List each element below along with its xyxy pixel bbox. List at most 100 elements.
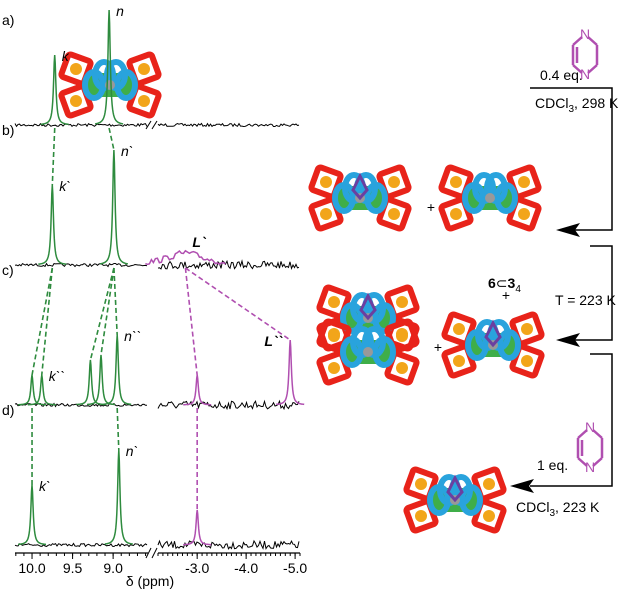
peak-label: k` bbox=[39, 478, 51, 494]
metal bbox=[320, 208, 332, 220]
metal bbox=[138, 95, 150, 107]
connector bbox=[113, 267, 118, 336]
peak-label: L`` bbox=[264, 333, 283, 349]
metal bbox=[70, 95, 82, 107]
baseline-noise bbox=[14, 122, 148, 128]
ring bbox=[362, 326, 386, 358]
plus: + bbox=[427, 199, 435, 215]
arrowhead bbox=[510, 479, 534, 493]
metal bbox=[518, 208, 530, 220]
metal bbox=[521, 355, 533, 367]
peak bbox=[103, 334, 132, 406]
connector bbox=[108, 127, 115, 151]
tick-label: -5.0 bbox=[283, 560, 307, 576]
arrowhead bbox=[556, 333, 580, 347]
axis-break bbox=[145, 120, 152, 130]
connector bbox=[31, 267, 54, 376]
center bbox=[363, 347, 373, 357]
peak-label: k`` bbox=[49, 368, 65, 384]
metal bbox=[328, 362, 340, 374]
metal bbox=[518, 176, 530, 188]
molecule bbox=[308, 164, 412, 232]
ring bbox=[472, 172, 496, 204]
tick-label: 10.0 bbox=[18, 560, 45, 576]
ring bbox=[362, 292, 386, 324]
connector bbox=[40, 267, 54, 376]
connector bbox=[100, 267, 115, 356]
metal bbox=[138, 63, 150, 75]
scheme: 0.4 eq. CDCl3, 298 K T = 223 K 1 eq. CDC… bbox=[58, 26, 619, 534]
ring bbox=[350, 292, 374, 324]
baseline-noise bbox=[157, 399, 300, 411]
metal bbox=[415, 478, 427, 490]
metal bbox=[521, 323, 533, 335]
peak-label: k bbox=[62, 48, 70, 64]
metal bbox=[453, 355, 465, 367]
axis-label: δ (ppm) bbox=[126, 573, 174, 589]
conditions: CDCl3, 298 K bbox=[535, 95, 619, 115]
peak bbox=[104, 449, 133, 545]
ring bbox=[484, 172, 508, 204]
arrow-line bbox=[575, 87, 613, 231]
reagent: 1 eq. bbox=[537, 457, 568, 473]
peak-label: n` bbox=[121, 143, 133, 159]
panel-label: c) bbox=[2, 262, 14, 278]
baseline-noise bbox=[157, 122, 300, 128]
guest bbox=[484, 319, 502, 348]
peak bbox=[183, 509, 212, 546]
peak-label: k` bbox=[59, 178, 71, 194]
peak bbox=[76, 359, 105, 406]
peak bbox=[18, 374, 46, 406]
tick-label: 9.0 bbox=[103, 560, 123, 576]
molecule bbox=[403, 466, 507, 534]
baseline-noise bbox=[14, 262, 148, 268]
tick-label: -3.0 bbox=[185, 560, 209, 576]
axis-break bbox=[151, 120, 158, 130]
ring bbox=[92, 59, 116, 91]
peak-label: L` bbox=[192, 234, 207, 250]
ring bbox=[487, 319, 511, 351]
metal bbox=[396, 362, 408, 374]
ring bbox=[354, 172, 378, 204]
atom-label: N bbox=[580, 26, 590, 42]
metal bbox=[328, 296, 340, 308]
ring bbox=[475, 319, 499, 351]
connector bbox=[184, 267, 198, 376]
metal bbox=[320, 176, 332, 188]
connector bbox=[89, 267, 115, 361]
metal bbox=[396, 330, 408, 342]
metal bbox=[388, 176, 400, 188]
connector bbox=[184, 267, 291, 341]
guest bbox=[351, 172, 369, 201]
molecule bbox=[438, 164, 542, 232]
ring bbox=[437, 474, 461, 506]
pyrazine bbox=[571, 36, 599, 74]
peak-label: n`` bbox=[124, 328, 141, 344]
arrow-line bbox=[530, 353, 613, 487]
pyrazine bbox=[576, 429, 604, 467]
baseline-noise bbox=[157, 259, 300, 270]
tick-label: 9.5 bbox=[63, 560, 83, 576]
guest bbox=[446, 474, 464, 503]
panel-label: a) bbox=[2, 12, 14, 28]
metal bbox=[483, 478, 495, 490]
atom-label: N bbox=[585, 419, 595, 435]
peak bbox=[38, 184, 67, 265]
ring bbox=[342, 172, 366, 204]
ring bbox=[449, 474, 473, 506]
metal bbox=[453, 323, 465, 335]
baseline-noise bbox=[14, 402, 148, 408]
ring bbox=[350, 326, 374, 358]
conditions: CDCl3, 223 K bbox=[516, 499, 600, 519]
arrow-line bbox=[575, 245, 613, 341]
atom-label: N bbox=[580, 66, 590, 82]
plus: + bbox=[434, 339, 442, 355]
molecule bbox=[441, 311, 545, 379]
reagent: 0.4 eq. bbox=[540, 67, 583, 83]
peak bbox=[94, 9, 124, 125]
peak bbox=[87, 354, 115, 406]
plus: + bbox=[502, 287, 510, 303]
panel-label: b) bbox=[2, 122, 14, 138]
baseline-noise bbox=[14, 542, 148, 548]
